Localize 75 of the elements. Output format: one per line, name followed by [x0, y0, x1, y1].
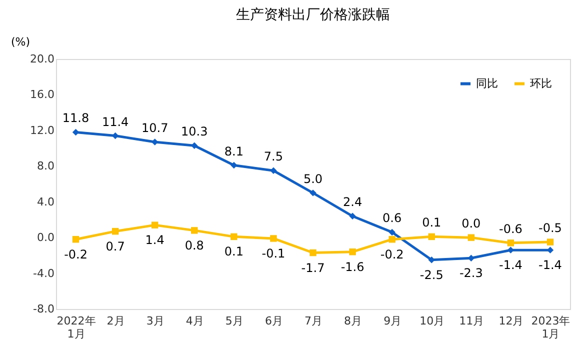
- y-tick-label: 0.0: [37, 231, 54, 244]
- data-label: -0.2: [380, 247, 404, 262]
- y-tick-label: 12.0: [30, 124, 54, 137]
- data-label: -1.7: [301, 260, 325, 275]
- data-label: -1.6: [340, 260, 364, 274]
- point: [151, 138, 158, 146]
- data-label: -0.2: [64, 247, 88, 262]
- point: [546, 238, 554, 246]
- point: [270, 167, 277, 174]
- data-label: 8.1: [224, 144, 244, 158]
- x-tick-label: 12月: [498, 314, 524, 328]
- data-label: -2.5: [420, 268, 444, 282]
- x-tick-label: 2022年 1月: [56, 314, 96, 340]
- point: [230, 162, 238, 169]
- point: [546, 246, 554, 254]
- point: [191, 227, 198, 234]
- y-tick-label: 20.0: [30, 52, 54, 66]
- y-tick-label: 4.0: [37, 195, 54, 208]
- x-tick-label: 2月: [106, 314, 125, 328]
- point: [151, 222, 158, 228]
- data-label: -0.1: [262, 246, 286, 260]
- point: [388, 236, 396, 243]
- point: [112, 228, 119, 235]
- y-tick-label: -8.0: [33, 302, 54, 316]
- x-tick-label: 11月: [459, 314, 484, 328]
- point: [349, 212, 356, 220]
- point: [72, 236, 80, 243]
- point: [270, 235, 277, 242]
- x-tick-label: 9月: [384, 314, 402, 328]
- point: [112, 132, 119, 140]
- y-tick-label: -4.0: [33, 266, 54, 280]
- data-label: 10.3: [181, 124, 208, 139]
- data-label: 0.7: [106, 239, 125, 254]
- point: [230, 233, 238, 240]
- data-label: 5.0: [303, 172, 323, 186]
- data-label: -2.3: [459, 266, 483, 280]
- x-tick-label: 8月: [344, 314, 362, 328]
- point: [72, 128, 80, 136]
- data-label: -0.6: [498, 222, 522, 236]
- x-tick-label: 10月: [420, 314, 445, 328]
- point: [507, 240, 514, 246]
- y-tick-label: 16.0: [30, 88, 54, 102]
- y-tick-label: 8.0: [37, 160, 54, 173]
- chart-title: 生产资料出厂价格涨跌幅: [236, 7, 390, 23]
- data-label: -1.4: [498, 258, 522, 272]
- point: [349, 248, 356, 256]
- data-label: 2.4: [342, 195, 362, 210]
- x-tick-label: 4月: [186, 314, 204, 328]
- data-label: 0.8: [184, 238, 204, 252]
- data-label: 0.0: [462, 216, 481, 231]
- point: [310, 190, 316, 196]
- data-label: 0.1: [224, 244, 244, 259]
- data-label: 11.4: [102, 114, 129, 129]
- data-label: -0.5: [538, 221, 562, 236]
- data-label: 0.1: [422, 216, 442, 230]
- data-label: 7.5: [264, 150, 284, 164]
- data-label: 1.4: [145, 233, 164, 248]
- legend-label: 同比: [476, 76, 498, 90]
- point: [428, 256, 435, 264]
- x-tick-label: 7月: [304, 314, 322, 328]
- data-label: 10.7: [141, 121, 168, 136]
- point: [468, 234, 475, 241]
- x-tick-label: 6月: [264, 314, 283, 328]
- point: [310, 249, 316, 256]
- x-tick-label: 5月: [225, 314, 244, 328]
- x-tick-label: 3月: [146, 314, 164, 328]
- data-label: 11.8: [62, 111, 90, 126]
- point: [428, 233, 435, 240]
- data-label: -1.4: [538, 258, 562, 272]
- y-axis-title: (%): [10, 36, 30, 48]
- data-label: 0.6: [382, 211, 402, 226]
- x-tick-label: 2023年 1月: [531, 314, 570, 340]
- point: [388, 228, 396, 236]
- legend-label: 环比: [530, 76, 552, 90]
- point: [191, 142, 198, 149]
